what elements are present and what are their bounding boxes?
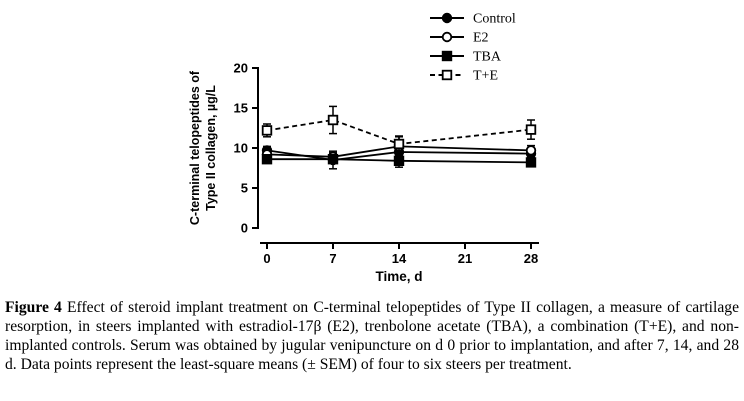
data-point-marker xyxy=(525,124,537,135)
legend-item-tba: TBA xyxy=(430,50,502,65)
y-tick-label: 20 xyxy=(234,61,248,76)
data-point-marker xyxy=(261,153,273,165)
data-point-marker xyxy=(441,50,453,62)
figure-caption-label: Figure 4 xyxy=(5,299,62,316)
figure-caption-text: Effect of steroid implant treatment on C… xyxy=(5,299,739,373)
x-axis: 0 7 14 21 28 xyxy=(263,243,538,266)
legend-item-e2: E2 xyxy=(430,31,489,46)
legend-label: TBA xyxy=(473,50,502,65)
x-tick-label: 21 xyxy=(458,251,472,266)
data-point-marker xyxy=(441,31,453,43)
y-axis: 0 5 10 15 20 xyxy=(234,61,258,236)
data-point-marker xyxy=(261,125,273,136)
x-tick-label: 14 xyxy=(392,251,407,266)
data-point-marker xyxy=(441,69,453,81)
y-tick-label: 0 xyxy=(241,221,248,236)
legend-label: T+E xyxy=(473,69,498,84)
data-point-marker xyxy=(393,138,405,150)
legend-label: Control xyxy=(473,12,516,27)
data-point-marker xyxy=(441,12,453,24)
y-axis-title: C-terminal telopeptides of xyxy=(188,70,202,225)
legend: Control E2 TBA T+E xyxy=(430,12,516,84)
legend-label: E2 xyxy=(473,31,489,46)
series-t-e xyxy=(261,105,537,153)
y-axis-title: Type II collagen, µg/L xyxy=(204,85,218,211)
y-tick-label: 10 xyxy=(234,141,248,156)
legend-item-t-e: T+E xyxy=(430,69,498,84)
series-line xyxy=(266,145,532,158)
series-tba xyxy=(261,153,537,168)
data-point-marker xyxy=(525,145,537,156)
data-point-marker xyxy=(393,155,405,167)
data-point-marker xyxy=(525,157,537,168)
series-line xyxy=(267,158,532,164)
x-tick-label: 28 xyxy=(524,251,538,266)
x-tick-label: 0 xyxy=(263,251,270,266)
chart-svg: 0 5 10 15 20 0 7 14 21 28 C-terminal telopeptides … xyxy=(188,12,539,284)
legend-item-control: Control xyxy=(430,12,516,27)
data-point-marker xyxy=(327,114,339,126)
x-axis-title: Time, d xyxy=(375,269,422,284)
y-tick-label: 15 xyxy=(234,101,248,116)
x-tick-label: 7 xyxy=(329,251,336,266)
figure-caption: Figure 4 Effect of steroid implant treat… xyxy=(5,298,739,374)
y-tick-label: 5 xyxy=(241,181,248,196)
data-point-marker xyxy=(327,153,339,165)
